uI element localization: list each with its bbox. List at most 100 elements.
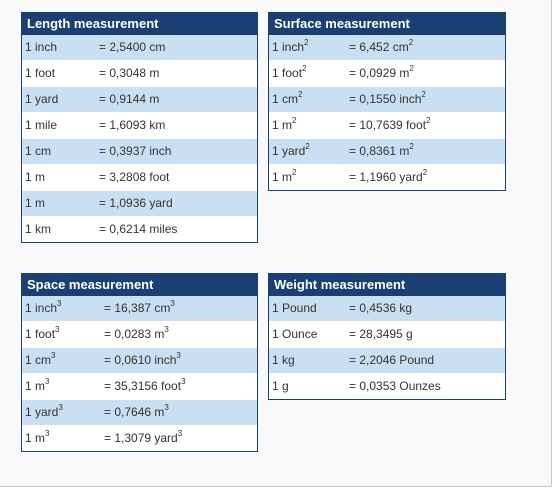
value-cell: = 28,3495 g (349, 322, 413, 347)
value-cell: = 3,2808 foot (99, 165, 169, 190)
value-cell: = 0,4536 kg (349, 296, 412, 321)
length-measurement-table: Length measurement 1 inch = 2,5400 cm 1 fo… (21, 12, 258, 243)
unit-text: 1 g (272, 379, 289, 393)
unit-exponent: 2 (292, 168, 297, 177)
unit-cell: 1 kg (272, 348, 295, 373)
value-text: = 0,4536 kg (349, 301, 413, 315)
unit-exponent: 3 (58, 403, 63, 412)
unit-text: 1 foot (25, 327, 56, 341)
value-exponent: 3 (170, 299, 175, 308)
value-text: = 0,7646 m (104, 405, 165, 419)
unit-text: 1 Ounce (272, 327, 318, 341)
unit-text: 1 m (272, 170, 293, 184)
value-exponent: 2 (409, 142, 414, 151)
value-exponent: 3 (177, 429, 183, 438)
unit-text: 1 m (272, 118, 293, 132)
unit-exponent: 2 (305, 142, 310, 151)
value-text: = 10,7639 foot (349, 118, 427, 132)
unit-text: 1 yard (25, 405, 59, 419)
unit-cell: 1 mile (25, 113, 57, 138)
unit-cell: 1 m (25, 165, 45, 190)
unit-cell: 1 foot (25, 61, 55, 86)
table-title: Surface measurement (269, 13, 505, 35)
table-row: 1 inch3 = 16,387 cm3 (22, 296, 257, 321)
value-text: = 6,452 cm (349, 40, 409, 54)
table-row: 1 kg = 2,2046 Pound (269, 347, 505, 373)
unit-text: 1 m (25, 431, 46, 445)
value-exponent: 2 (408, 38, 414, 47)
table-row: 1 inch2 = 6,452 cm2 (269, 35, 505, 60)
table-row: 1 Pound = 0,4536 kg (269, 296, 505, 321)
unit-cell: 1 yard3 (25, 400, 63, 425)
value-exponent: 2 (422, 168, 428, 177)
value-cell: = 35,3156 foot3 (104, 374, 186, 399)
value-text: = 2,2046 Pound (349, 353, 435, 367)
value-exponent: 2 (421, 90, 426, 99)
value-cell: = 2,5400 cm (99, 35, 165, 60)
unit-text: 1 cm (25, 144, 52, 158)
value-cell: = 1,0936 yard (99, 191, 173, 216)
unit-exponent: 2 (298, 90, 303, 99)
value-cell: = 0,7646 m3 (104, 400, 169, 425)
unit-text: 1 yard (272, 144, 306, 158)
value-cell: = 1,6093 km (99, 113, 165, 138)
unit-cell: 1 yard2 (272, 139, 310, 164)
unit-cell: 1 yard (25, 87, 58, 112)
table-row: 1 inch = 2,5400 cm (22, 35, 257, 60)
unit-exponent: 3 (57, 299, 62, 308)
unit-cell: 1 foot3 (25, 322, 59, 347)
table-row: 1 cm = 0,3937 inch (22, 138, 257, 164)
unit-text: 1 foot (25, 66, 56, 80)
value-text: = 0,3048 m (99, 66, 160, 80)
table-row: 1 yard2 = 0,8361 m2 (269, 138, 505, 164)
value-cell: = 0,0353 Ounzes (349, 374, 441, 399)
table-rows: 1 inch2 = 6,452 cm2 1 foot2 = 0,0929 m2 1 cm… (269, 35, 505, 190)
value-cell: = 0,0929 m2 (349, 61, 414, 86)
unit-cell: 1 cm (25, 139, 51, 164)
table-row: 1 mile = 1,6093 km (22, 112, 257, 138)
value-cell: = 10,7639 foot2 (349, 113, 431, 138)
weight-measurement-table: Weight measurement 1 Pound = 0,4536 kg 1 O… (268, 273, 506, 400)
space-measurement-table: Space measurement 1 inch3 = 16,387 cm3 1 f… (21, 273, 258, 452)
unit-text: 1 km (25, 222, 52, 236)
unit-text: 1 m (25, 196, 46, 210)
table-row: 1 cm2 = 0,1550 inch2 (269, 86, 505, 112)
value-text: = 0,8361 m (349, 144, 410, 158)
value-cell: = 0,9144 m (99, 87, 159, 112)
value-text: = 1,1960 yard (349, 170, 423, 184)
unit-cell: 1 g (272, 374, 289, 399)
value-cell: = 0,6214 miles (99, 217, 177, 242)
unit-text: 1 inch (25, 301, 58, 315)
value-text: = 0,6214 miles (99, 222, 178, 236)
value-cell: = 0,3937 inch (99, 139, 171, 164)
value-exponent: 3 (164, 325, 169, 334)
value-text: = 0,0353 Ounzes (349, 379, 441, 393)
value-cell: = 16,387 cm3 (104, 296, 175, 321)
unit-cell: 1 Ounce (272, 322, 317, 347)
table-row: 1 m2 = 10,7639 foot2 (269, 112, 505, 138)
value-cell: = 0,0610 inch3 (104, 348, 181, 373)
value-exponent: 3 (176, 351, 181, 360)
value-text: = 3,2808 foot (99, 170, 170, 184)
unit-text: 1 Pound (272, 301, 317, 315)
table-title: Space measurement (22, 274, 257, 296)
value-cell: = 1,3079 yard3 (104, 426, 182, 451)
unit-exponent: 2 (302, 64, 307, 73)
unit-exponent: 3 (51, 351, 56, 360)
unit-cell: 1 inch3 (25, 296, 61, 321)
table-row: 1 m = 3,2808 foot (22, 164, 257, 190)
table-row: 1 foot3 = 0,0283 m3 (22, 321, 257, 347)
value-cell: = 0,8361 m2 (349, 139, 414, 164)
value-text: = 0,9144 m (99, 92, 160, 106)
table-row: 1 m = 1,0936 yard (22, 190, 257, 216)
unit-text: 1 inch (25, 40, 58, 54)
unit-text: 1 cm (25, 353, 52, 367)
table-row: 1 m2 = 1,1960 yard2 (269, 164, 505, 190)
table-title: Length measurement (22, 13, 257, 35)
value-text: = 28,3495 g (349, 327, 413, 341)
table-rows: 1 Pound = 0,4536 kg 1 Ounce = 28,3495 g 1 kg… (269, 296, 505, 399)
unit-exponent: 2 (292, 116, 297, 125)
value-text: = 0,0610 inch (104, 353, 177, 367)
value-text: = 16,387 cm (104, 301, 171, 315)
